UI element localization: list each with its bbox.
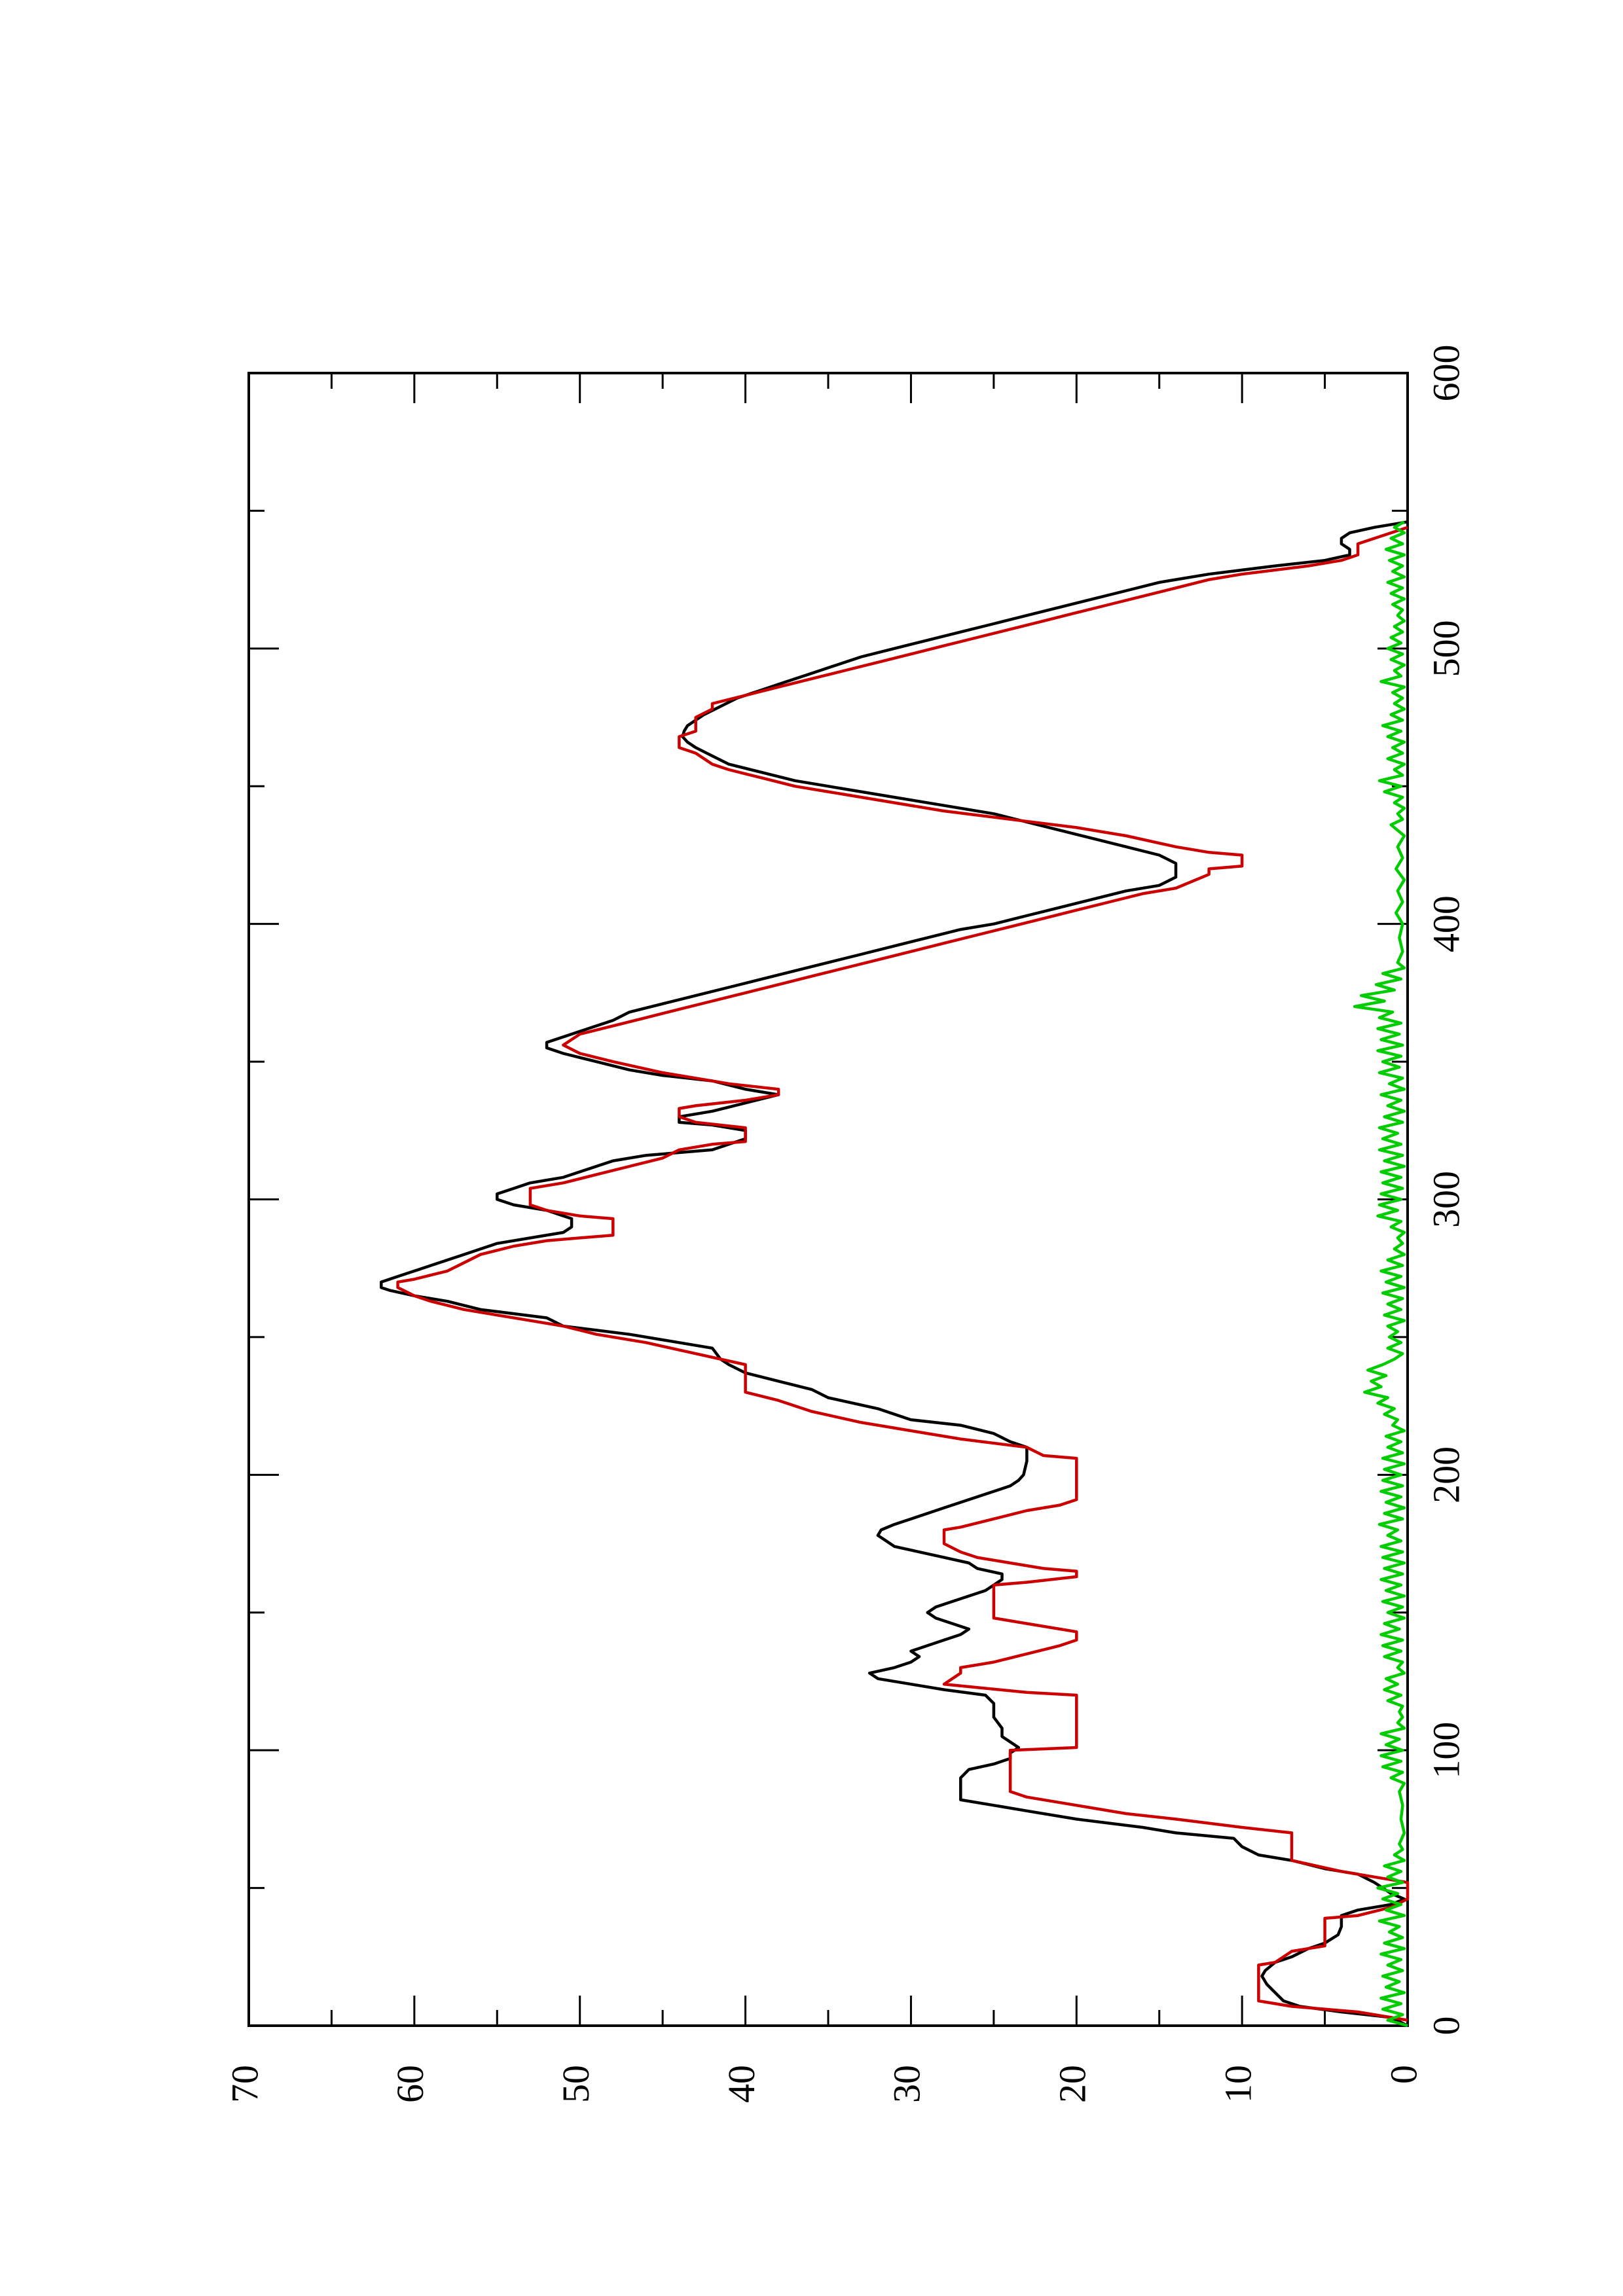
y-tick-label: 30 <box>886 2065 928 2103</box>
plot-frame <box>247 372 1409 2027</box>
y-tick-label: 60 <box>389 2065 431 2103</box>
x-tick-label: 100 <box>1425 1722 1467 1779</box>
chart-root: 0 100 200 300 400 500 600 0 10 20 30 40 50 60 70 <box>223 345 1467 2104</box>
x-tick-label: 0 <box>1425 2017 1467 2036</box>
series-red-line <box>396 526 1410 2022</box>
y-tick-label: 70 <box>223 2065 266 2103</box>
x-tick-label: 300 <box>1425 1171 1467 1228</box>
x-tick-label: 200 <box>1425 1446 1467 1503</box>
series-green-line <box>1353 520 1408 2028</box>
x-tick-label: 600 <box>1425 345 1467 402</box>
x-tick-label: 400 <box>1425 895 1467 952</box>
y-tick-label: 50 <box>555 2065 597 2103</box>
y-tick-label: 40 <box>720 2065 763 2103</box>
y-tick-label: 10 <box>1216 2065 1259 2103</box>
series-black-line <box>380 520 1409 2028</box>
y-tick-label: 20 <box>1051 2065 1094 2103</box>
y-tick-label: 0 <box>1382 2065 1425 2084</box>
x-tick-label: 500 <box>1425 620 1467 677</box>
